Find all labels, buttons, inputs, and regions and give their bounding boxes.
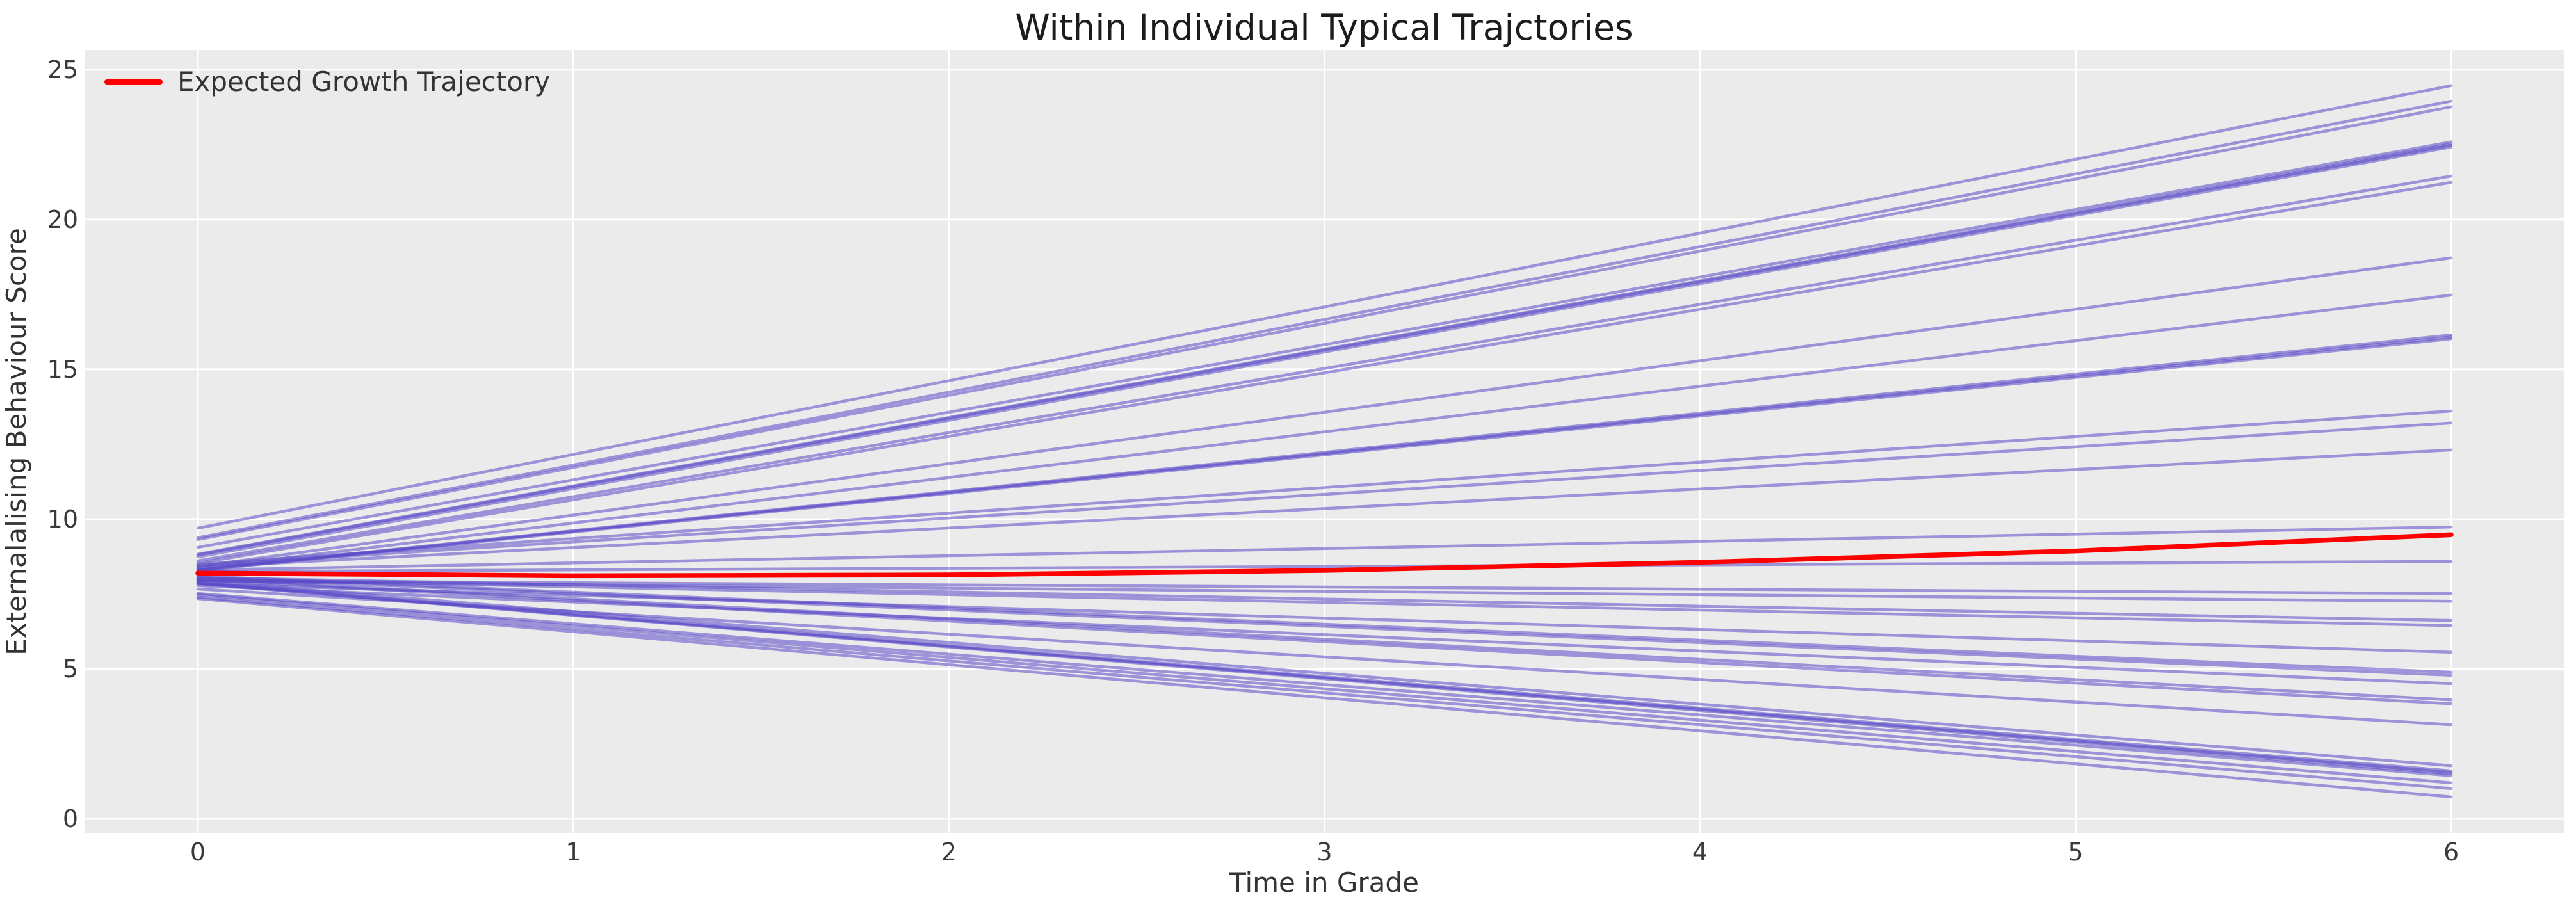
trajectory-line bbox=[196, 337, 2453, 572]
trajectory-line bbox=[196, 409, 2453, 566]
x-tick-label: 4 bbox=[1692, 838, 1708, 866]
trajectory-line bbox=[196, 293, 2453, 570]
y-tick-label: 0 bbox=[63, 805, 78, 833]
trajectory-line bbox=[196, 448, 2453, 569]
trajectory-line bbox=[196, 579, 2453, 595]
y-tick-label: 25 bbox=[47, 56, 78, 84]
x-tick-label: 0 bbox=[190, 838, 206, 866]
trajectory-line bbox=[196, 140, 2453, 549]
trajectory-line bbox=[196, 560, 2453, 574]
trajectory-line bbox=[196, 145, 2453, 559]
trajectory-line bbox=[196, 597, 2453, 799]
trajectory-line bbox=[196, 256, 2453, 568]
series-layer bbox=[195, 84, 2454, 799]
trajectory-line bbox=[196, 574, 2453, 674]
x-axis-label: Time in Grade bbox=[1229, 867, 1419, 898]
trajectory-line bbox=[196, 105, 2453, 542]
x-tick-label: 1 bbox=[565, 838, 581, 866]
trajectory-line bbox=[196, 84, 2453, 530]
trajectory-line bbox=[196, 181, 2453, 565]
trajectory-line bbox=[196, 576, 2453, 622]
trajectory-line bbox=[196, 584, 2453, 686]
y-tick-label: 10 bbox=[47, 505, 78, 533]
trajectory-line bbox=[196, 525, 2453, 572]
trajectory-line bbox=[196, 578, 2453, 705]
y-axis-label: Externalalising Behaviour Score bbox=[1, 228, 32, 656]
x-tick-label: 3 bbox=[1316, 838, 1332, 866]
trajectory-line bbox=[196, 421, 2453, 567]
y-tick-label: 5 bbox=[63, 655, 78, 683]
x-tick-label: 5 bbox=[2068, 838, 2083, 866]
y-tick-label: 15 bbox=[47, 355, 78, 383]
legend-label: Expected Growth Trajectory bbox=[177, 66, 550, 97]
trajectory-line bbox=[196, 582, 2453, 654]
trajectory-line bbox=[196, 577, 2453, 702]
trajectory-line bbox=[196, 143, 2453, 556]
trajectory-line bbox=[196, 99, 2453, 540]
trajectory-line bbox=[196, 582, 2453, 776]
legend: Expected Growth Trajectory bbox=[104, 66, 550, 97]
trajectory-line bbox=[196, 576, 2453, 677]
trajectory-line bbox=[196, 579, 2453, 768]
trajectory-line bbox=[196, 595, 2453, 790]
chart-title: Within Individual Typical Trajctories bbox=[1015, 7, 1633, 48]
trajectory-line bbox=[196, 577, 2453, 627]
y-tick-label: 20 bbox=[47, 206, 78, 234]
trajectory-line bbox=[196, 174, 2453, 563]
trajectory-line bbox=[196, 592, 2453, 777]
x-tick-label: 6 bbox=[2443, 838, 2459, 866]
x-tick-label: 2 bbox=[941, 838, 957, 866]
tick-layer: 0 1 2 3 4 5 6 0 5 10 15 20 25 bbox=[47, 56, 2459, 866]
trajectory-line bbox=[196, 593, 2453, 785]
expected-trajectory-line bbox=[195, 532, 2454, 579]
